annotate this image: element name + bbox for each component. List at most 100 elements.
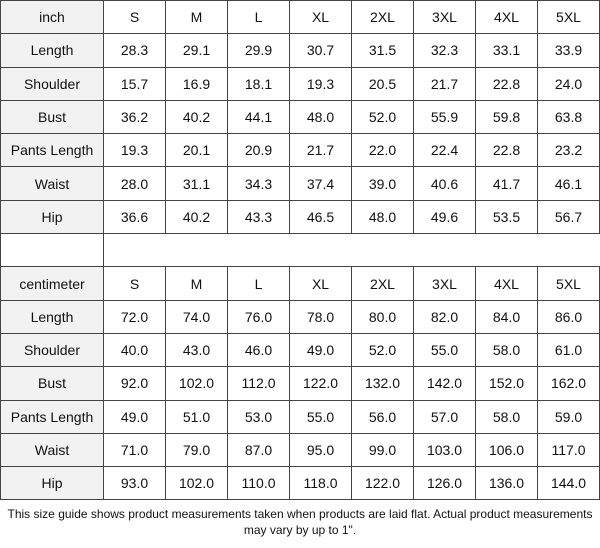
cell: 59.8 bbox=[475, 99, 538, 135]
cell: 92.0 bbox=[103, 366, 166, 401]
row-label: inch bbox=[0, 0, 104, 35]
cell: 72.0 bbox=[103, 299, 166, 334]
cell: 33.1 bbox=[475, 33, 538, 68]
cell: 43.0 bbox=[165, 332, 228, 368]
cell bbox=[165, 233, 228, 267]
cell: 57.0 bbox=[413, 399, 476, 434]
cell: 99.0 bbox=[351, 432, 414, 468]
data-row: Length 72.0 74.0 76.0 78.0 80.0 82.0 84.0 86.0 bbox=[0, 299, 600, 334]
cell: 118.0 bbox=[289, 466, 352, 501]
cell: 136.0 bbox=[475, 466, 538, 501]
cell: 2XL bbox=[351, 266, 414, 301]
cell bbox=[289, 233, 352, 267]
cell: 39.0 bbox=[351, 166, 414, 201]
cell: 122.0 bbox=[289, 366, 352, 401]
row-label: Pants Length bbox=[0, 399, 104, 434]
cell: 19.3 bbox=[289, 66, 352, 101]
cell: S bbox=[103, 266, 166, 301]
cell: 29.9 bbox=[227, 33, 290, 68]
cell: 20.1 bbox=[165, 133, 228, 168]
cell: 40.2 bbox=[165, 199, 228, 235]
cell bbox=[227, 233, 290, 267]
row-label: Bust bbox=[0, 366, 104, 401]
data-row: Shoulder 15.7 16.9 18.1 19.3 20.5 21.7 22.8 24.0 bbox=[0, 66, 600, 101]
cell: 22.4 bbox=[413, 133, 476, 168]
cell: 33.9 bbox=[537, 33, 600, 68]
cell: 28.3 bbox=[103, 33, 166, 68]
cell: 20.5 bbox=[351, 66, 414, 101]
cell: 55.0 bbox=[413, 332, 476, 368]
cell: 117.0 bbox=[537, 432, 600, 468]
data-row: Hip 93.0 102.0 110.0 118.0 122.0 126.0 136.0 144… bbox=[0, 466, 600, 501]
row-label bbox=[0, 233, 104, 267]
cell: 144.0 bbox=[537, 466, 600, 501]
cell: 40.6 bbox=[413, 166, 476, 201]
cell: 78.0 bbox=[289, 299, 352, 334]
cell: 28.0 bbox=[103, 166, 166, 201]
cell: S bbox=[103, 0, 166, 35]
cell: 162.0 bbox=[537, 366, 600, 401]
cell: 110.0 bbox=[227, 466, 290, 501]
cell: 36.2 bbox=[103, 99, 166, 135]
cell: 3XL bbox=[413, 266, 476, 301]
cell: 22.8 bbox=[475, 133, 538, 168]
cell: 82.0 bbox=[413, 299, 476, 334]
cell: 18.1 bbox=[227, 66, 290, 101]
cell: 29.1 bbox=[165, 33, 228, 68]
cell: 87.0 bbox=[227, 432, 290, 468]
cell: 3XL bbox=[413, 0, 476, 35]
cell: 4XL bbox=[475, 0, 538, 35]
row-label: centimeter bbox=[0, 266, 104, 301]
cell: 56.0 bbox=[351, 399, 414, 434]
row-label: Pants Length bbox=[0, 133, 104, 168]
cell bbox=[413, 233, 476, 267]
header-row: centimeter S M L XL 2XL 3XL 4XL 5XL bbox=[0, 266, 600, 301]
cell: 59.0 bbox=[537, 399, 600, 434]
cell: 53.5 bbox=[475, 199, 538, 235]
cell: 24.0 bbox=[537, 66, 600, 101]
size-table: inch S M L XL 2XL 3XL 4XL 5XL Length 28.3 29.1 29.9 3… bbox=[0, 0, 600, 501]
data-row: Bust 36.2 40.2 44.1 48.0 52.0 55.9 59.8 63.8 bbox=[0, 99, 600, 135]
cell: 112.0 bbox=[227, 366, 290, 401]
data-row: Pants Length 49.0 51.0 53.0 55.0 56.0 57.0 58.0… bbox=[0, 399, 600, 434]
footnote: This size guide shows product measuremen… bbox=[7, 507, 593, 538]
cell: 21.7 bbox=[289, 133, 352, 168]
cell: 142.0 bbox=[413, 366, 476, 401]
cell: M bbox=[165, 266, 228, 301]
cell: 48.0 bbox=[289, 99, 352, 135]
cell: 52.0 bbox=[351, 99, 414, 135]
cell: 30.7 bbox=[289, 33, 352, 68]
cell: 76.0 bbox=[227, 299, 290, 334]
cell: 22.0 bbox=[351, 133, 414, 168]
cell: 58.0 bbox=[475, 332, 538, 368]
cell: 16.9 bbox=[165, 66, 228, 101]
data-row: Waist 71.0 79.0 87.0 95.0 99.0 103.0 106.0 117.0 bbox=[0, 432, 600, 468]
cell: 53.0 bbox=[227, 399, 290, 434]
cell: 103.0 bbox=[413, 432, 476, 468]
cell: 15.7 bbox=[103, 66, 166, 101]
cell: 37.4 bbox=[289, 166, 352, 201]
cell bbox=[537, 233, 600, 267]
cell: 102.0 bbox=[165, 466, 228, 501]
cell: XL bbox=[289, 0, 352, 35]
cell bbox=[103, 233, 166, 267]
cell: 132.0 bbox=[351, 366, 414, 401]
data-row: Hip 36.6 40.2 43.3 46.5 48.0 49.6 53.5 56.7 bbox=[0, 199, 600, 235]
cell: 95.0 bbox=[289, 432, 352, 468]
row-label: Length bbox=[0, 33, 104, 68]
row-label: Hip bbox=[0, 466, 104, 501]
cell: 55.0 bbox=[289, 399, 352, 434]
cell: 40.2 bbox=[165, 99, 228, 135]
row-label: Waist bbox=[0, 166, 104, 201]
cell: 52.0 bbox=[351, 332, 414, 368]
cell: 19.3 bbox=[103, 133, 166, 168]
cell: 61.0 bbox=[537, 332, 600, 368]
cell: 22.8 bbox=[475, 66, 538, 101]
row-label: Shoulder bbox=[0, 66, 104, 101]
cell: L bbox=[227, 266, 290, 301]
cell: 31.5 bbox=[351, 33, 414, 68]
cell: 80.0 bbox=[351, 299, 414, 334]
cell bbox=[351, 233, 414, 267]
cell: 49.0 bbox=[103, 399, 166, 434]
